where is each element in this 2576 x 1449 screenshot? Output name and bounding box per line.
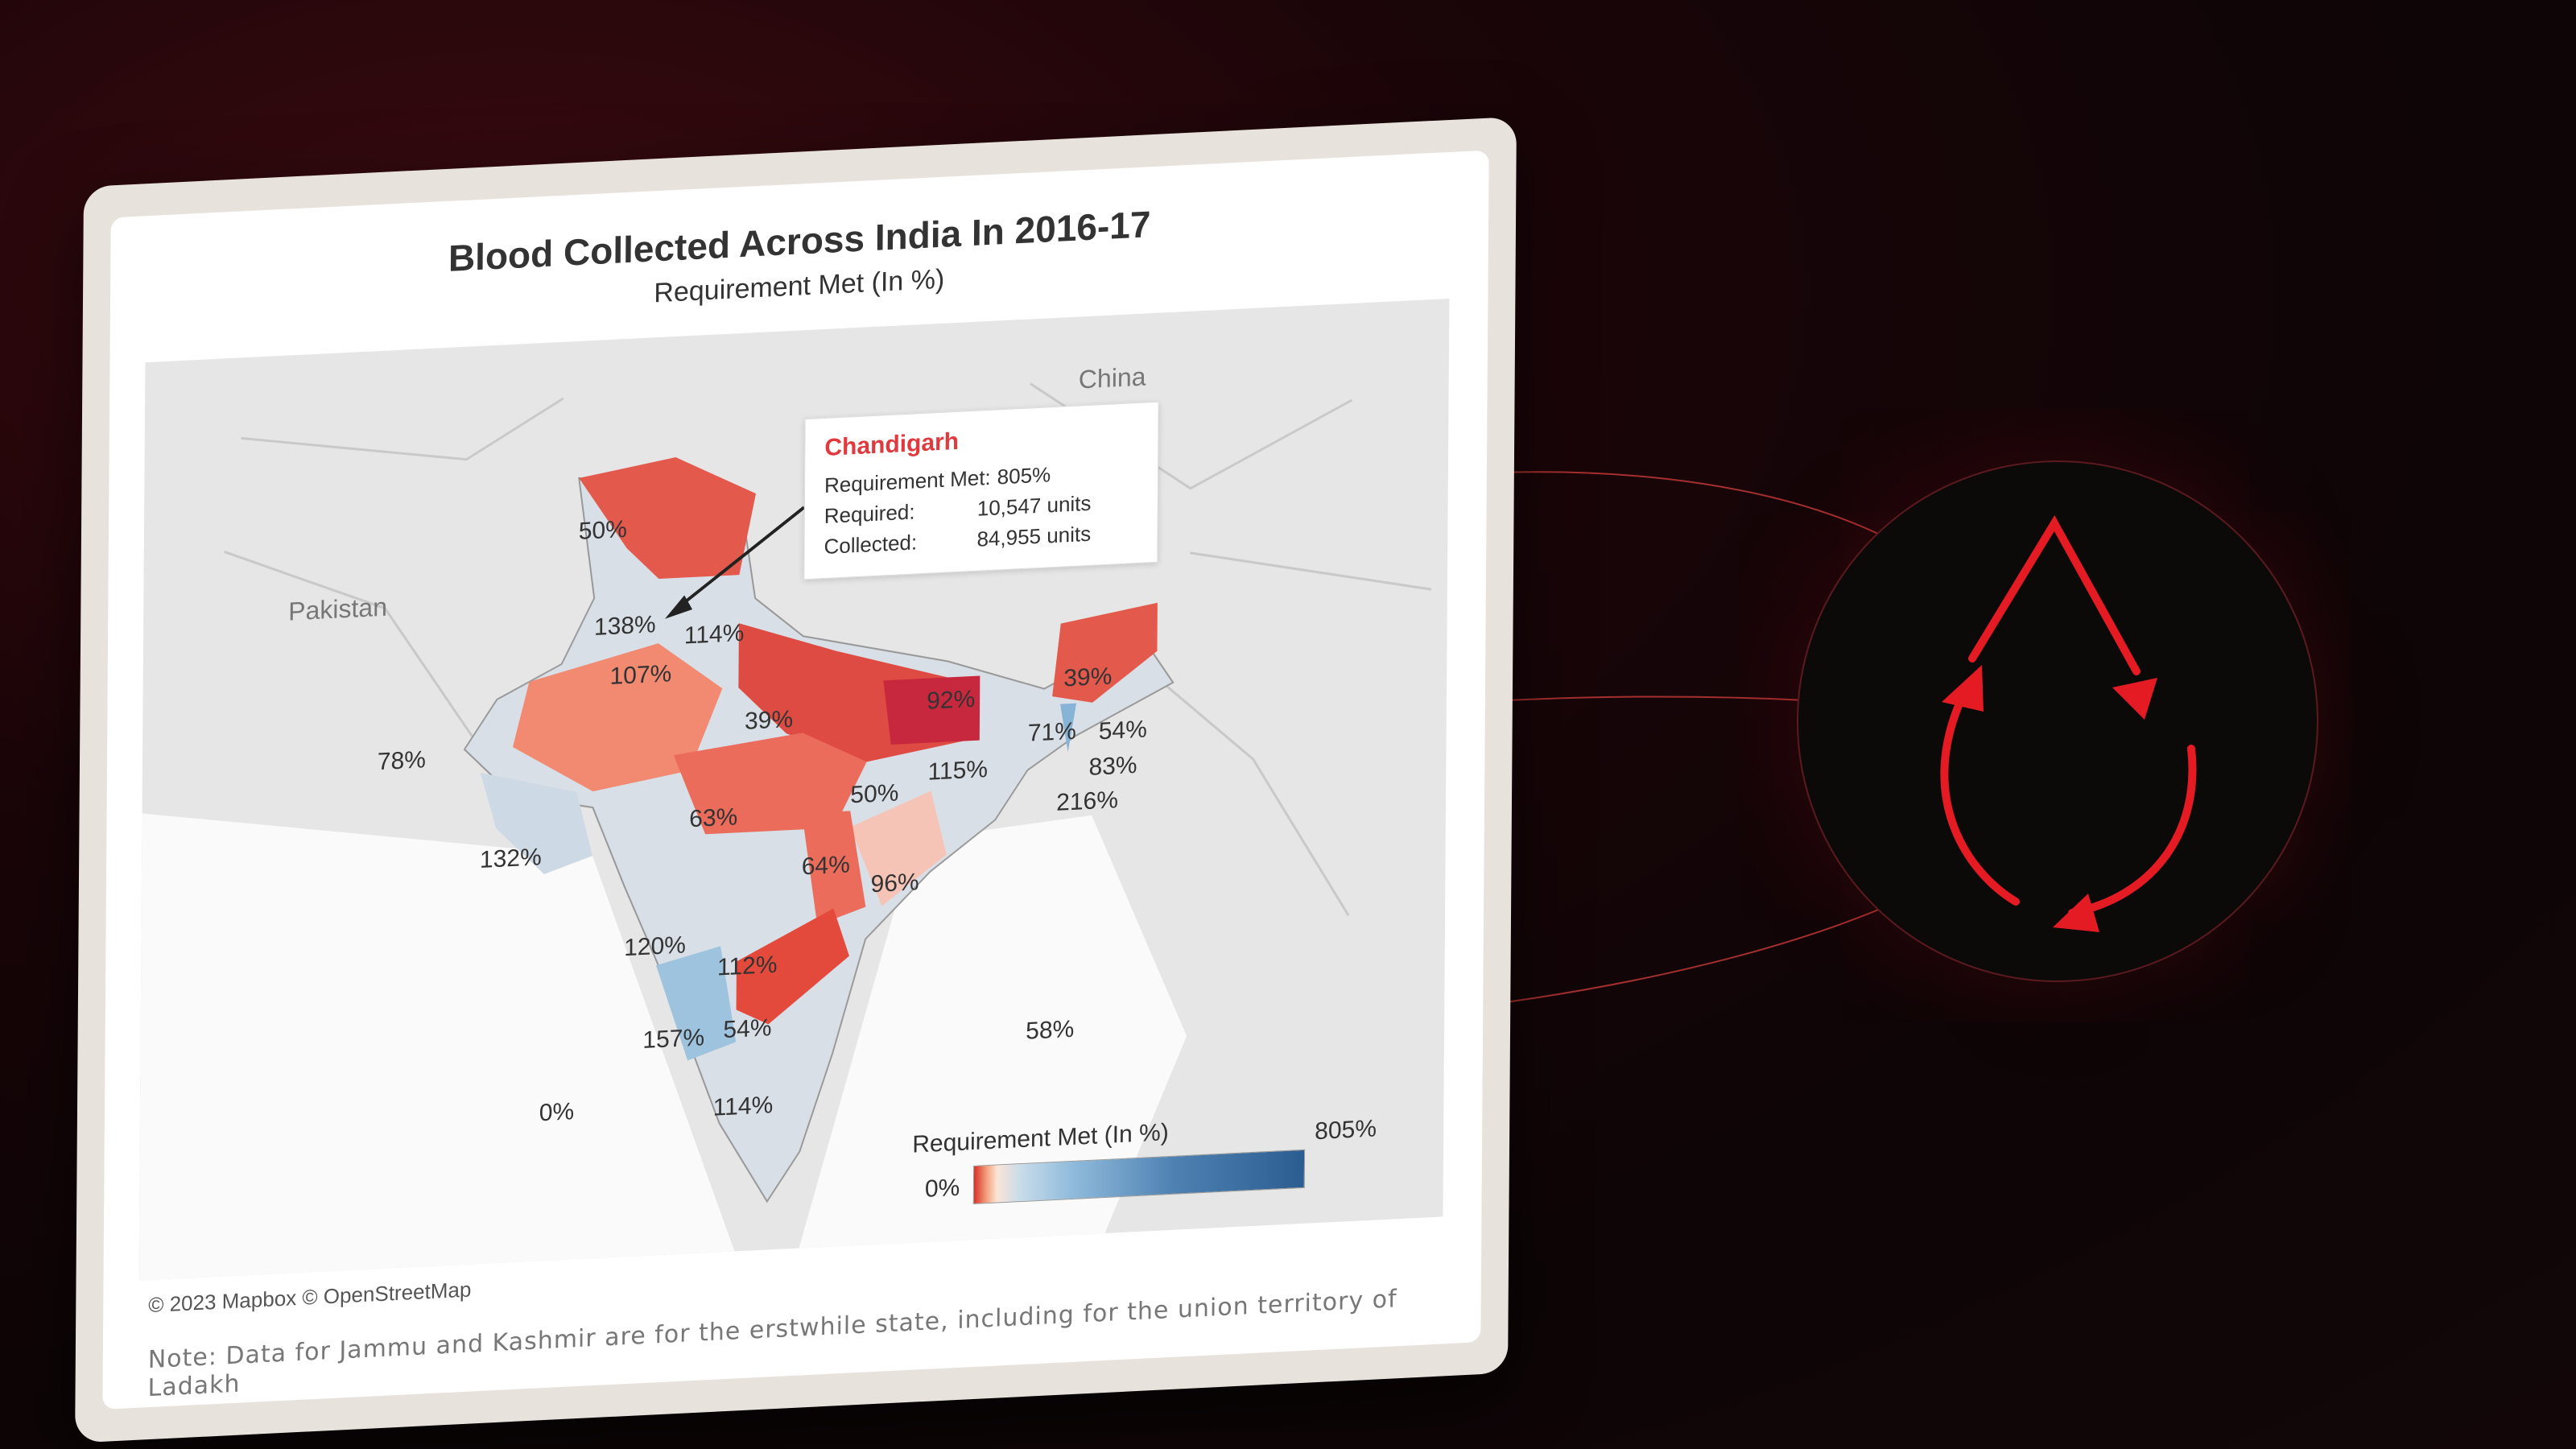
blood-drop-cycle-icon — [1940, 515, 2197, 932]
tooltip-requirement-value: 805% — [997, 462, 1051, 489]
bay-of-bengal — [799, 815, 1187, 1249]
state-jammu-kashmir — [579, 457, 757, 580]
legend-max: 805% — [1315, 1115, 1377, 1146]
tooltip-chandigarh: Chandigarh Requirement Met: 805% Require… — [803, 401, 1159, 580]
map-area: China Pakistan 50% 138% 114% 107% 78% 39… — [138, 299, 1450, 1281]
tooltip-pointer — [664, 506, 806, 619]
map-card: Blood Collected Across India In 2016-17 … — [75, 116, 1517, 1443]
state-chhattisgarh — [802, 811, 866, 926]
tooltip-collected-value: 84,955 units — [976, 521, 1092, 551]
state-andhra-pradesh — [736, 908, 849, 1025]
icon-circle — [1797, 460, 2318, 982]
map-svg — [138, 382, 1432, 1281]
map-copyright: © 2023 Mapbox © OpenStreetMap — [148, 1277, 472, 1318]
state-northeast — [1052, 602, 1158, 703]
border-lines — [224, 382, 1432, 916]
sea-area — [138, 813, 735, 1281]
state-tripura — [1060, 703, 1077, 753]
tooltip-collected-label: Collected: — [824, 530, 918, 559]
state-bihar — [883, 675, 980, 745]
state-madhya-pradesh — [673, 733, 867, 835]
tooltip-title: Chandigarh — [824, 427, 960, 461]
state-gujarat — [480, 772, 592, 875]
legend-min: 0% — [924, 1174, 960, 1203]
state-rajasthan — [512, 643, 723, 792]
state-odisha — [850, 791, 947, 906]
state-karnataka — [655, 946, 737, 1061]
map-card-inner: Blood Collected Across India In 2016-17 … — [102, 150, 1489, 1410]
